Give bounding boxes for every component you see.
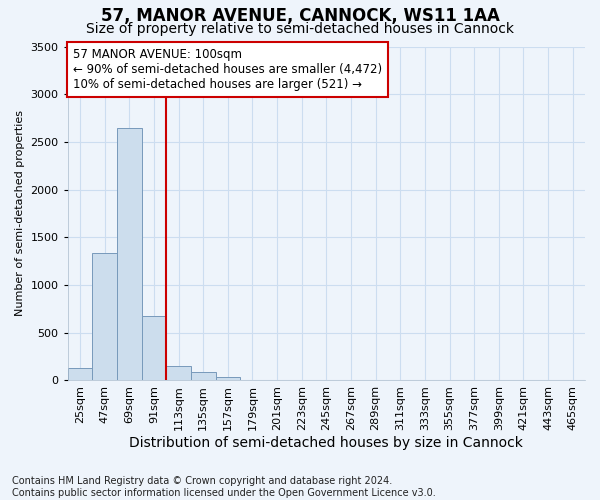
Text: Size of property relative to semi-detached houses in Cannock: Size of property relative to semi-detach…	[86, 22, 514, 36]
Bar	[117, 128, 142, 380]
Text: 57 MANOR AVENUE: 100sqm
← 90% of semi-detached houses are smaller (4,472)
10% of: 57 MANOR AVENUE: 100sqm ← 90% of semi-de…	[73, 48, 382, 91]
Bar	[142, 316, 166, 380]
Text: Contains HM Land Registry data © Crown copyright and database right 2024.
Contai: Contains HM Land Registry data © Crown c…	[12, 476, 436, 498]
Bar	[215, 377, 240, 380]
Bar	[68, 368, 92, 380]
Bar	[191, 372, 215, 380]
Text: 57, MANOR AVENUE, CANNOCK, WS11 1AA: 57, MANOR AVENUE, CANNOCK, WS11 1AA	[101, 8, 499, 26]
Y-axis label: Number of semi-detached properties: Number of semi-detached properties	[15, 110, 25, 316]
Bar	[166, 366, 191, 380]
X-axis label: Distribution of semi-detached houses by size in Cannock: Distribution of semi-detached houses by …	[130, 436, 523, 450]
Bar	[92, 252, 117, 380]
